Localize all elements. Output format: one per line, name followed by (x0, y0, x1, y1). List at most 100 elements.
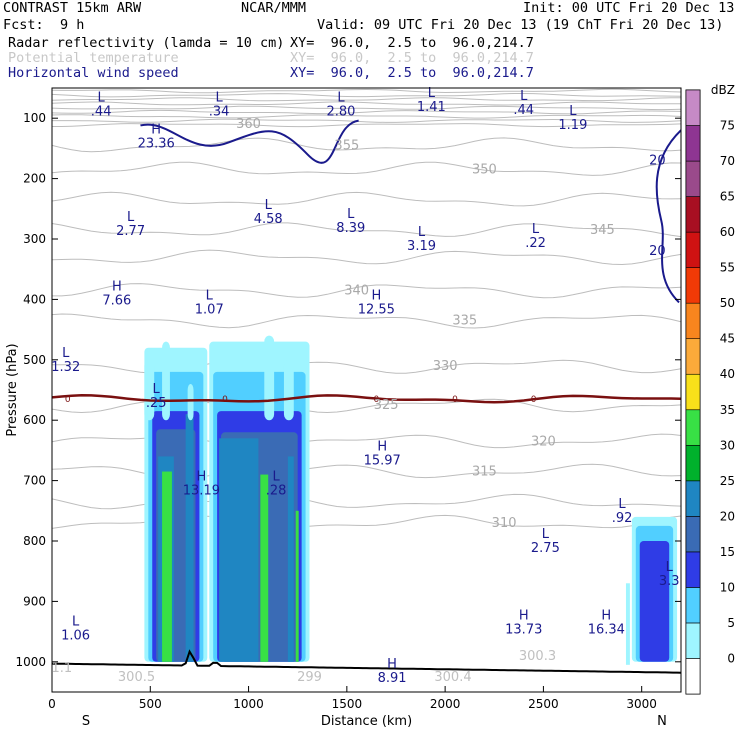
surface-theta-label: 300.5 (118, 670, 155, 685)
wind-contour-north (655, 129, 681, 304)
terrain-line (52, 649, 681, 674)
colorbar-swatch (685, 622, 701, 659)
theta-label: 315 (472, 465, 497, 480)
field-3-xy: XY= 96.0, 2.5 to 96.0,214.7 (290, 65, 534, 81)
radar-core (295, 510, 299, 662)
wind-extremum-value: 8.39 (336, 221, 365, 236)
theta-line (52, 97, 681, 102)
y-tick-label: 600 (23, 413, 46, 427)
theta-line (52, 93, 681, 98)
wind-extremum-value: 2.80 (326, 104, 355, 119)
colorbar-swatch (685, 409, 701, 446)
wind-extremum-type: L (153, 382, 161, 397)
wind-extremum-type: H (112, 279, 122, 294)
wind-extremum-type: L (72, 615, 80, 630)
surface-theta-label: 1.1 (51, 661, 72, 676)
wind-extremum-value: 1.07 (195, 302, 224, 317)
wind-extremum-type: L (520, 89, 528, 104)
radar-cell (639, 541, 670, 662)
x-tick-label: 0 (48, 697, 56, 711)
colorbar-swatch (685, 89, 701, 126)
wind-extremum-value: .28 (266, 484, 287, 499)
wind-extremum-type: L (272, 470, 280, 485)
wind-extremum-type: L (418, 225, 426, 240)
colorbar-swatch (685, 551, 701, 588)
colorbar-label: 60 (720, 225, 735, 239)
colorbar-label: 10 (720, 580, 735, 594)
colorbar-swatch (685, 125, 701, 162)
wind-contour-jet (140, 119, 359, 164)
theta-line (52, 222, 681, 238)
colorbar-swatch (685, 480, 701, 517)
wind-extremum-value: 16.34 (588, 623, 625, 638)
x-tick-label: 500 (139, 697, 162, 711)
wind-extremum-type: L (428, 86, 436, 101)
theta-label: 340 (344, 283, 369, 298)
radar-core (185, 414, 194, 662)
theta-line (52, 109, 681, 115)
field-1-name: Radar reflectivity (lamda = 10 cm) (8, 35, 285, 51)
field-2-name: Potential temperature (8, 50, 179, 66)
wind-extremum-type: L (265, 198, 273, 213)
colorbar-swatch (685, 338, 701, 375)
right-endpoint: N (657, 714, 667, 729)
wind-extremum-value: .34 (209, 104, 230, 119)
theta-line (52, 191, 681, 207)
theta-line (52, 249, 681, 266)
fcst-value: 9 h (60, 17, 85, 33)
wind-extremum-value: 4.58 (254, 212, 283, 227)
init-time: Init: 00 UTC Fri 20 Dec 13 (523, 0, 735, 16)
colorbar-label: 65 (720, 190, 735, 204)
colorbar-label: 40 (720, 367, 735, 381)
radar-core (162, 471, 172, 662)
theta-label: 330 (433, 359, 458, 374)
wind-extremum-type: L (666, 560, 674, 575)
wind-contours (140, 119, 681, 304)
colorbar-label: 50 (720, 296, 735, 310)
colorbar-label: 0 (727, 651, 735, 665)
colorbar-label: 30 (720, 438, 735, 452)
theta-line (52, 114, 681, 119)
wind-extremum-type: L (618, 497, 626, 512)
freezing-level: 0 0 0 0 0 (52, 394, 681, 405)
theta-line (52, 283, 681, 299)
wind-extremum-value: 23.36 (138, 136, 175, 151)
wind-extremum-value: 13.73 (505, 623, 542, 638)
y-tick-label: 300 (23, 232, 46, 246)
wind-extremum-type: L (347, 207, 355, 222)
wind-extremum-value: 2.77 (116, 224, 145, 239)
radar-reflectivity (144, 335, 678, 665)
wind-extremum-type: L (98, 90, 106, 105)
wind-extremum-value: 15.97 (364, 453, 401, 468)
wind-extremum-value: 1.19 (558, 118, 587, 133)
freezing-label: 0 (65, 395, 71, 405)
field-3-name: Horizontal wind speed (8, 65, 179, 81)
theta-line (52, 161, 681, 176)
wind-extremum-type: L (532, 222, 540, 237)
colorbar-swatch (685, 267, 701, 304)
wind-extremum-type: H (377, 439, 387, 454)
wind-extremum-type: L (215, 90, 223, 105)
y-tick-label: 400 (23, 292, 46, 306)
colorbar-swatch (685, 373, 701, 411)
radar-top (187, 383, 194, 421)
wind-extremum-type: L (206, 288, 214, 303)
theta-line (52, 88, 681, 94)
valid-time: Valid: 09 UTC Fri 20 Dec 13 (19 ChT Fri … (317, 17, 724, 33)
wind-extremum-value: 1.06 (61, 629, 90, 644)
theta-label: 310 (492, 516, 517, 531)
colorbar-swatch (685, 516, 701, 553)
wind-extremum-value: 3.3 (659, 574, 680, 589)
wind-extremum-type: H (519, 609, 529, 624)
wind-contour-label: 20 (649, 153, 666, 168)
wind-extremum-value: .44 (91, 104, 112, 119)
chart-title: CONTRAST 15km ARW (3, 0, 142, 16)
theta-label: 345 (590, 223, 615, 238)
wind-extremum-value: .22 (525, 236, 546, 251)
freezing-label: 0 (531, 395, 537, 405)
colorbar-swatch (685, 302, 701, 340)
wind-extremum-type: H (196, 470, 206, 485)
wind-extremum-value: 7.66 (102, 293, 131, 308)
theta-label: 325 (374, 398, 399, 413)
